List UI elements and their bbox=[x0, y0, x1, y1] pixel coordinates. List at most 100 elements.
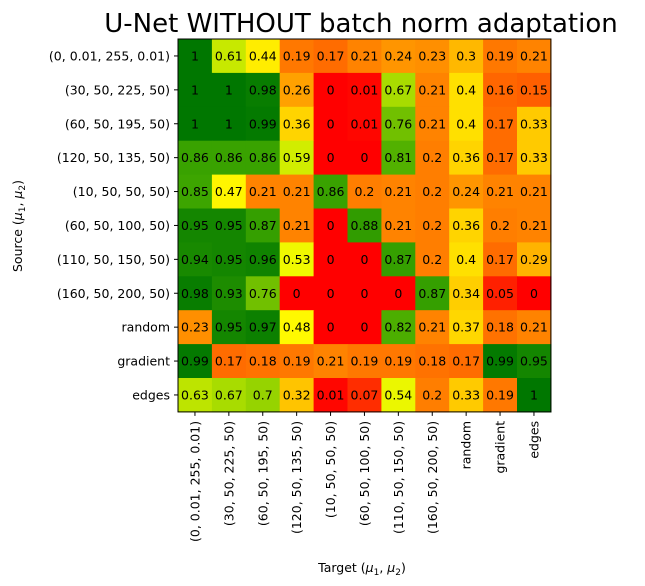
cell-value-label: 0.95 bbox=[215, 252, 243, 267]
cell-value-label: 0.86 bbox=[317, 184, 345, 199]
cell-value-label: 0.23 bbox=[418, 48, 446, 63]
heatmap-cell bbox=[381, 276, 416, 311]
cell-value-label: 0.87 bbox=[384, 252, 412, 267]
heatmap-cell bbox=[449, 174, 484, 210]
cell-value-label: 0 bbox=[360, 286, 368, 301]
cell-value-label: 0.21 bbox=[384, 218, 412, 233]
cell-value-label: 1 bbox=[191, 116, 199, 131]
x-tick-label: (10, 50, 50, 50) bbox=[323, 421, 338, 518]
x-tick-label: random bbox=[459, 421, 474, 469]
heatmap-cell bbox=[483, 174, 518, 210]
cell-value-label: 0.19 bbox=[283, 354, 311, 369]
heatmap-cell bbox=[517, 106, 552, 142]
cell-value-label: 0.2 bbox=[422, 218, 442, 233]
y-tick-label: (120, 50, 135, 50) bbox=[57, 150, 170, 165]
x-axis-ticks: (0, 0.01, 255, 0.01) (30, 50, 225, 50) (60… bbox=[187, 411, 541, 542]
heatmap-cell bbox=[517, 242, 552, 277]
heatmap-cell bbox=[347, 72, 382, 108]
x-tick-label: (60, 50, 100, 50) bbox=[357, 421, 372, 526]
heatmap-cell bbox=[381, 174, 416, 210]
cell-value-label: 0.67 bbox=[384, 82, 412, 97]
heatmap-cell bbox=[178, 39, 213, 74]
heatmap-cell bbox=[313, 310, 349, 345]
cell-value-label: 0.4 bbox=[456, 116, 476, 131]
heatmap-cell bbox=[313, 242, 349, 277]
cell-value-label: 0.19 bbox=[486, 48, 514, 63]
cell-value-label: 0.2 bbox=[490, 218, 510, 233]
heatmap-cell bbox=[381, 39, 416, 74]
cell-value-label: 0.2 bbox=[422, 184, 442, 199]
heatmap-cell bbox=[381, 378, 416, 413]
heatmap-cell bbox=[483, 208, 518, 243]
heatmap-cell bbox=[415, 106, 450, 142]
cell-value-label: 0.94 bbox=[181, 252, 209, 267]
cell-value-label: 0.18 bbox=[486, 320, 514, 335]
heatmap-cell bbox=[449, 378, 484, 413]
x-axis-label: Target (μ1, μ2) bbox=[317, 560, 406, 578]
cell-value-label: 0.95 bbox=[215, 320, 243, 335]
cell-value-label: 0.98 bbox=[181, 286, 209, 301]
y-tick-label: (60, 50, 100, 50) bbox=[65, 218, 170, 233]
cell-value-label: 0.21 bbox=[249, 184, 277, 199]
cell-value-label: 0.17 bbox=[486, 116, 514, 131]
heatmap-cell bbox=[415, 39, 450, 74]
cell-value-label: 0.53 bbox=[283, 252, 311, 267]
cell-value-label: 0.67 bbox=[215, 387, 243, 402]
heatmap-cell bbox=[517, 140, 552, 176]
heatmap-cell bbox=[279, 378, 315, 413]
x-tick-label: (110, 50, 150, 50) bbox=[391, 421, 406, 534]
cell-value-label: 0.33 bbox=[520, 150, 548, 165]
heatmap-cell bbox=[279, 72, 315, 108]
cell-value-label: 0.29 bbox=[520, 252, 548, 267]
cell-value-label: 0.18 bbox=[418, 354, 446, 369]
heatmap-cell bbox=[449, 39, 484, 74]
heatmap-cell bbox=[483, 106, 518, 142]
cell-value-label: 0 bbox=[327, 218, 335, 233]
heatmap-cell bbox=[415, 174, 450, 210]
x-tick-label: (0, 0.01, 255, 0.01) bbox=[187, 421, 202, 542]
cell-value-label: 0.19 bbox=[351, 354, 379, 369]
cell-value-label: 0.21 bbox=[520, 48, 548, 63]
cell-value-label: 0.7 bbox=[253, 387, 273, 402]
heatmap-cell bbox=[245, 106, 281, 142]
cell-value-label: 0.87 bbox=[418, 286, 446, 301]
heatmap-cell bbox=[483, 140, 518, 176]
heatmap-cell bbox=[415, 310, 450, 345]
heatmap-cell bbox=[381, 72, 416, 108]
cell-value-label: 0.21 bbox=[418, 82, 446, 97]
heatmap-cell bbox=[313, 344, 349, 379]
cell-value-label: 0 bbox=[394, 286, 402, 301]
heatmap-cell bbox=[279, 39, 315, 74]
heatmap-cell bbox=[449, 106, 484, 142]
heatmap-cell bbox=[483, 276, 518, 311]
cell-value-label: 0.19 bbox=[384, 354, 412, 369]
cell-value-label: 0.99 bbox=[249, 116, 277, 131]
heatmap-cell bbox=[517, 174, 552, 210]
cell-value-label: 0.33 bbox=[520, 116, 548, 131]
heatmap-cell bbox=[483, 310, 518, 345]
heatmap-cell bbox=[381, 208, 416, 243]
heatmap-cell bbox=[313, 106, 349, 142]
cell-value-label: 0.36 bbox=[283, 116, 311, 131]
heatmap-cell bbox=[178, 72, 213, 108]
heatmap-cell bbox=[245, 310, 281, 345]
cell-value-label: 0.21 bbox=[520, 320, 548, 335]
heatmap-cell bbox=[245, 276, 281, 311]
cell-value-label: 0.32 bbox=[283, 387, 311, 402]
heatmap-cell bbox=[178, 276, 213, 311]
cell-value-label: 0 bbox=[327, 116, 335, 131]
heatmap-cell bbox=[211, 39, 247, 74]
heatmap-cell bbox=[415, 276, 450, 311]
heatmap-cell bbox=[347, 106, 382, 142]
cell-value-label: 0 bbox=[360, 252, 368, 267]
heatmap-cell bbox=[245, 39, 281, 74]
cell-value-label: 0.88 bbox=[351, 218, 379, 233]
cell-value-label: 0.17 bbox=[215, 354, 243, 369]
y-tick-label: (0, 0.01, 255, 0.01) bbox=[49, 48, 170, 63]
cell-value-label: 0.21 bbox=[418, 320, 446, 335]
heatmap-cell bbox=[245, 174, 281, 210]
heatmap-cell bbox=[517, 208, 552, 243]
heatmap-cell bbox=[178, 344, 213, 379]
heatmap-cell bbox=[347, 140, 382, 176]
cell-value-label: 0.76 bbox=[249, 286, 277, 301]
